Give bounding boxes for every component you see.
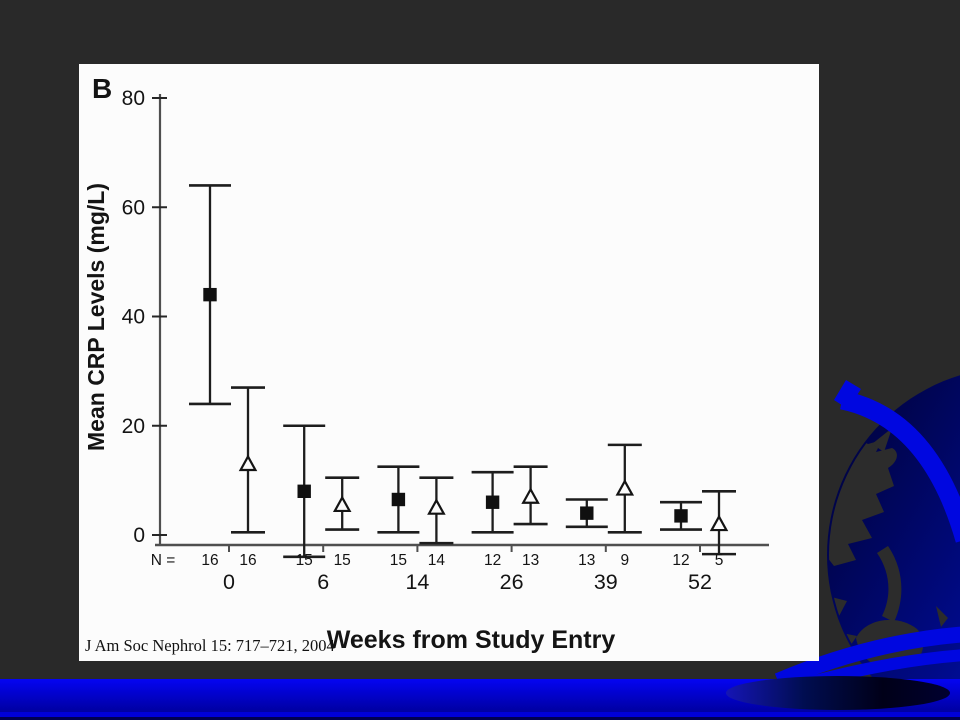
svg-text:14: 14: [428, 552, 446, 569]
svg-text:Mean CRP Levels (mg/L): Mean CRP Levels (mg/L): [83, 183, 109, 451]
square-marker: [674, 509, 688, 523]
svg-text:6: 6: [317, 570, 329, 594]
square-marker: [580, 506, 594, 520]
svg-text:9: 9: [620, 552, 629, 569]
bottom-bar-edge: [0, 717, 960, 720]
svg-text:16: 16: [201, 552, 218, 569]
triangle-marker: [709, 514, 729, 532]
svg-text:Weeks from Study Entry: Weeks from Study Entry: [327, 626, 616, 654]
svg-text:26: 26: [500, 570, 524, 594]
svg-text:13: 13: [578, 552, 595, 569]
triangle-marker: [332, 495, 352, 513]
svg-text:0: 0: [133, 524, 145, 547]
svg-text:15: 15: [390, 552, 407, 569]
square-marker: [297, 484, 311, 498]
svg-text:0: 0: [223, 570, 235, 594]
globe-ring-notch: [834, 380, 861, 409]
triangle-marker: [238, 454, 258, 472]
svg-text:13: 13: [522, 552, 539, 569]
square-marker: [485, 495, 500, 509]
svg-text:80: 80: [122, 87, 145, 110]
figure-panel: 0 20 40 60 80 Mean CRP Levels (mg/L) Weeks fro…: [79, 64, 819, 661]
svg-text:15: 15: [296, 552, 313, 569]
svg-text:52: 52: [688, 570, 712, 594]
svg-text:20: 20: [122, 415, 145, 438]
triangle-marker: [427, 498, 446, 515]
triangle-marker: [521, 487, 540, 504]
svg-text:5: 5: [715, 552, 724, 569]
svg-text:12: 12: [672, 552, 689, 569]
svg-text:N =: N =: [151, 552, 176, 569]
triangle-marker: [615, 478, 635, 496]
svg-text:40: 40: [122, 306, 145, 329]
svg-text:39: 39: [594, 570, 618, 594]
svg-text:14: 14: [405, 570, 429, 594]
globe-base-shadow: [726, 676, 950, 710]
square-marker: [203, 287, 217, 302]
citation-text: J Am Soc Nephrol 15: 717–721, 2004: [85, 636, 335, 655]
svg-text:B: B: [92, 73, 112, 104]
square-marker: [391, 492, 406, 507]
svg-text:60: 60: [122, 196, 145, 219]
svg-text:15: 15: [334, 552, 351, 569]
bottom-bar-highlight: [0, 712, 960, 717]
svg-text:16: 16: [239, 552, 256, 569]
svg-text:12: 12: [484, 552, 501, 569]
